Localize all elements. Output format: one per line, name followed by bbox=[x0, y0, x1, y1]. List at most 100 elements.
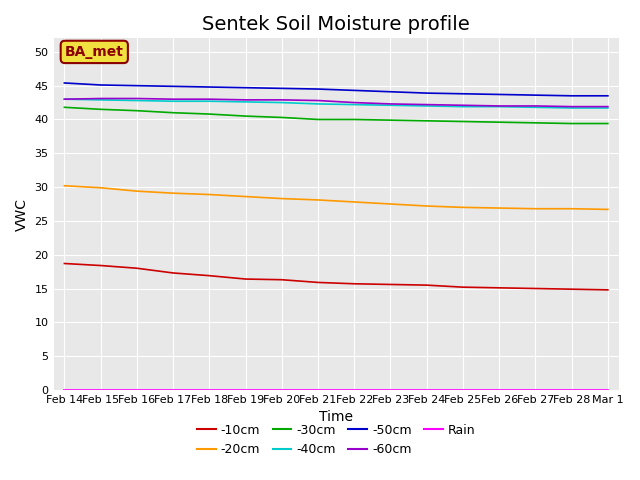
-40cm bbox=[459, 104, 467, 109]
-40cm bbox=[242, 99, 250, 105]
Rain bbox=[604, 387, 612, 393]
-60cm bbox=[314, 97, 322, 103]
Rain bbox=[532, 387, 540, 393]
-30cm bbox=[97, 107, 104, 112]
-20cm bbox=[278, 196, 285, 202]
-60cm bbox=[61, 96, 68, 102]
-50cm bbox=[205, 84, 213, 90]
-40cm bbox=[604, 105, 612, 111]
-10cm bbox=[205, 273, 213, 278]
Line: -60cm: -60cm bbox=[65, 98, 608, 107]
-30cm bbox=[242, 113, 250, 119]
-10cm bbox=[169, 270, 177, 276]
-20cm bbox=[97, 185, 104, 191]
Y-axis label: VWC: VWC bbox=[15, 198, 29, 230]
-60cm bbox=[423, 102, 431, 108]
Rain bbox=[568, 387, 575, 393]
-20cm bbox=[532, 206, 540, 212]
-20cm bbox=[351, 199, 358, 205]
-60cm bbox=[568, 104, 575, 109]
-20cm bbox=[242, 193, 250, 199]
-60cm bbox=[532, 103, 540, 109]
-30cm bbox=[205, 111, 213, 117]
Rain bbox=[169, 387, 177, 393]
-50cm bbox=[242, 85, 250, 91]
-60cm bbox=[97, 96, 104, 101]
-50cm bbox=[169, 84, 177, 89]
-10cm bbox=[314, 279, 322, 285]
-40cm bbox=[169, 98, 177, 104]
-50cm bbox=[423, 90, 431, 96]
-40cm bbox=[495, 104, 503, 109]
Line: -20cm: -20cm bbox=[65, 186, 608, 209]
Rain bbox=[314, 387, 322, 393]
-10cm bbox=[495, 285, 503, 291]
-20cm bbox=[61, 183, 68, 189]
Title: Sentek Soil Moisture profile: Sentek Soil Moisture profile bbox=[202, 15, 470, 34]
Line: -10cm: -10cm bbox=[65, 264, 608, 290]
-10cm bbox=[568, 286, 575, 292]
-30cm bbox=[532, 120, 540, 126]
-60cm bbox=[242, 97, 250, 103]
-30cm bbox=[459, 119, 467, 124]
Rain bbox=[351, 387, 358, 393]
-50cm bbox=[97, 82, 104, 88]
Rain bbox=[205, 387, 213, 393]
Rain bbox=[459, 387, 467, 393]
-30cm bbox=[495, 120, 503, 125]
X-axis label: Time: Time bbox=[319, 410, 353, 424]
-10cm bbox=[242, 276, 250, 282]
-20cm bbox=[387, 201, 394, 207]
Rain bbox=[242, 387, 250, 393]
-10cm bbox=[423, 282, 431, 288]
-40cm bbox=[568, 105, 575, 111]
-20cm bbox=[169, 190, 177, 196]
-40cm bbox=[387, 102, 394, 108]
-30cm bbox=[61, 105, 68, 110]
Rain bbox=[495, 387, 503, 393]
-60cm bbox=[459, 102, 467, 108]
-20cm bbox=[423, 203, 431, 209]
-50cm bbox=[278, 85, 285, 91]
-60cm bbox=[278, 97, 285, 103]
-10cm bbox=[532, 286, 540, 291]
-10cm bbox=[351, 281, 358, 287]
-50cm bbox=[61, 80, 68, 86]
-40cm bbox=[133, 97, 141, 103]
-50cm bbox=[604, 93, 612, 99]
-40cm bbox=[61, 96, 68, 102]
Text: BA_met: BA_met bbox=[65, 45, 124, 59]
-20cm bbox=[133, 188, 141, 194]
-40cm bbox=[278, 100, 285, 106]
-20cm bbox=[314, 197, 322, 203]
-60cm bbox=[387, 101, 394, 107]
-10cm bbox=[61, 261, 68, 266]
-20cm bbox=[205, 192, 213, 197]
Rain bbox=[278, 387, 285, 393]
-30cm bbox=[314, 117, 322, 122]
-50cm bbox=[314, 86, 322, 92]
-50cm bbox=[568, 93, 575, 99]
-10cm bbox=[387, 282, 394, 288]
-30cm bbox=[568, 120, 575, 126]
-60cm bbox=[133, 96, 141, 101]
-60cm bbox=[495, 103, 503, 109]
-30cm bbox=[169, 110, 177, 116]
-40cm bbox=[423, 103, 431, 109]
-30cm bbox=[387, 117, 394, 123]
Rain bbox=[387, 387, 394, 393]
-10cm bbox=[133, 265, 141, 271]
-10cm bbox=[278, 277, 285, 283]
-20cm bbox=[495, 205, 503, 211]
-20cm bbox=[459, 204, 467, 210]
-30cm bbox=[278, 115, 285, 120]
-30cm bbox=[423, 118, 431, 124]
-10cm bbox=[97, 263, 104, 268]
-30cm bbox=[133, 108, 141, 114]
-10cm bbox=[459, 284, 467, 290]
-40cm bbox=[351, 102, 358, 108]
-50cm bbox=[351, 87, 358, 93]
Line: -50cm: -50cm bbox=[65, 83, 608, 96]
Line: -40cm: -40cm bbox=[65, 99, 608, 108]
Rain bbox=[61, 387, 68, 393]
